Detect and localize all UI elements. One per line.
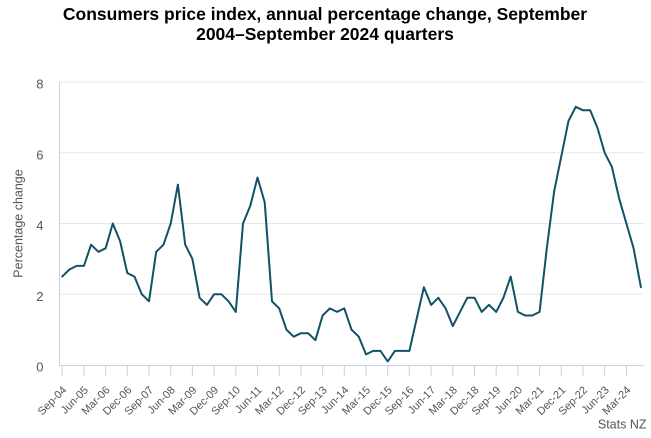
svg-text:Consumers price index, annual: Consumers price index, annual percentage…: [63, 4, 587, 24]
svg-text:Percentage change: Percentage change: [12, 169, 26, 277]
svg-text:8: 8: [36, 77, 43, 92]
svg-text:4: 4: [36, 218, 43, 233]
svg-text:0: 0: [36, 360, 43, 375]
svg-text:2004–September 2024 quarters: 2004–September 2024 quarters: [196, 24, 454, 44]
svg-text:2: 2: [36, 289, 43, 304]
svg-text:6: 6: [36, 147, 43, 162]
svg-text:Stats NZ: Stats NZ: [598, 418, 647, 432]
